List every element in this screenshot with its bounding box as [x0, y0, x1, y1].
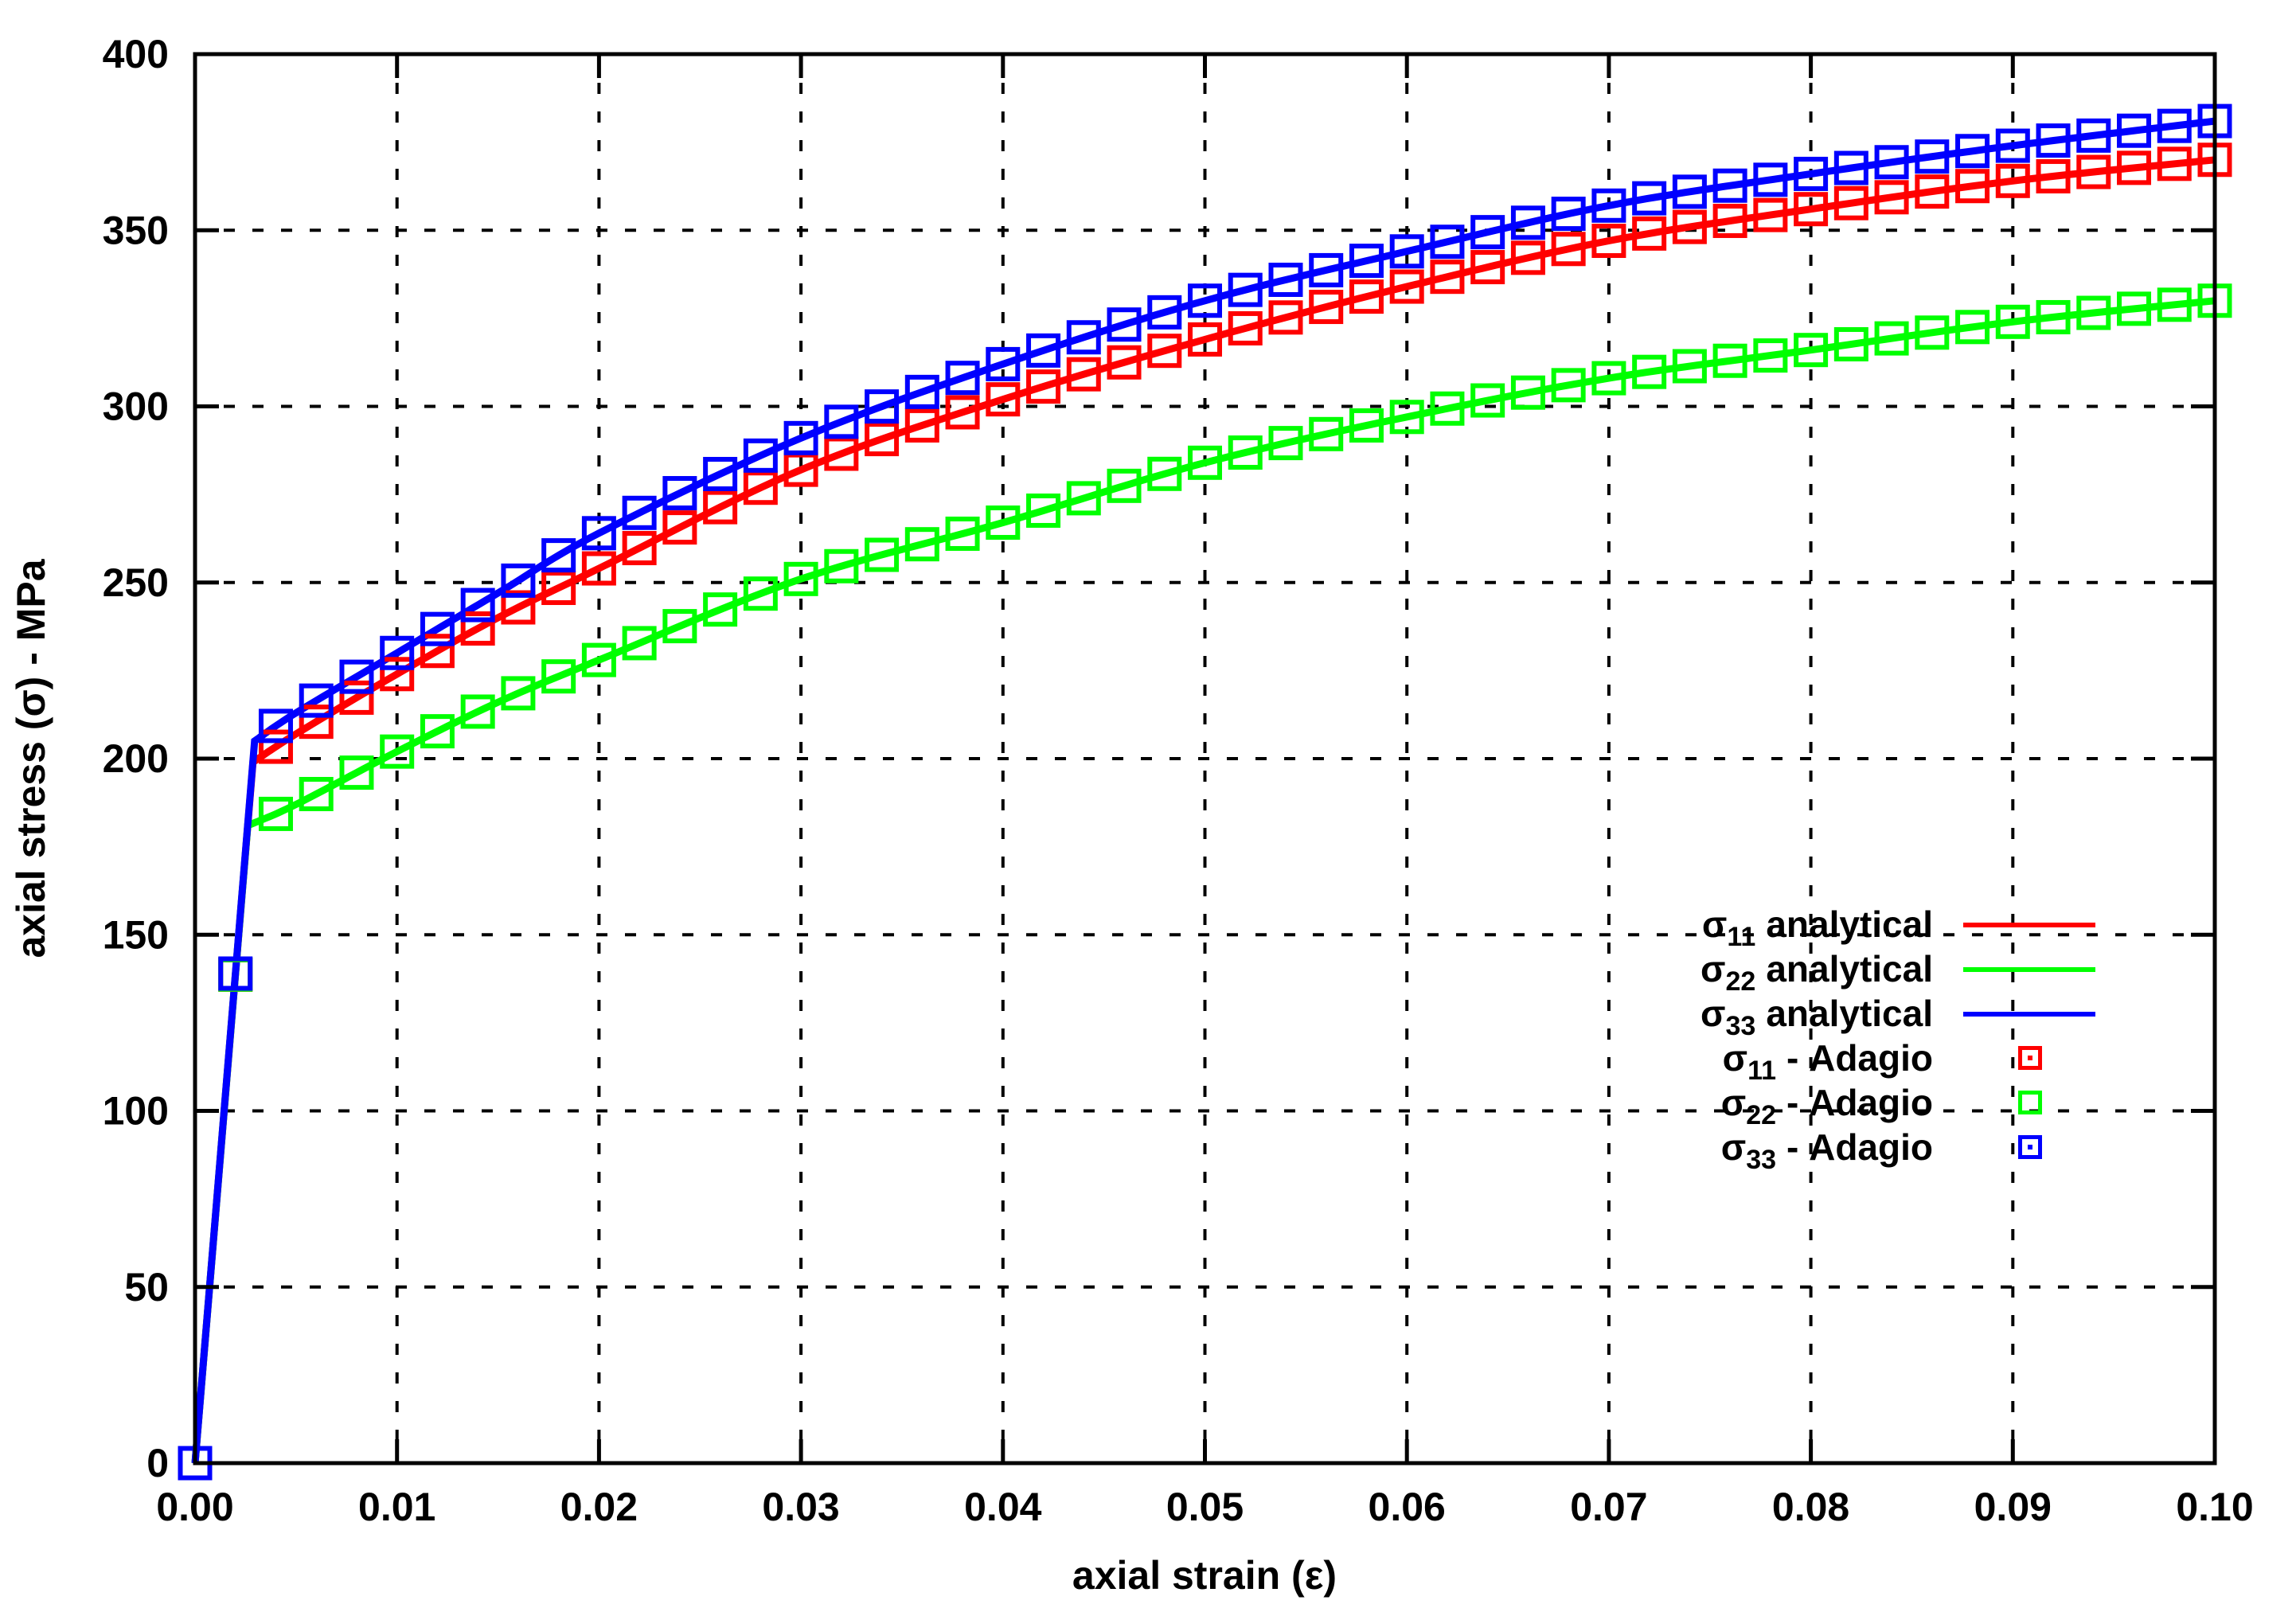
- x-tick-label: 0.04: [964, 1485, 1042, 1529]
- grid-lines: [195, 54, 2215, 1463]
- legend-label: σ22- Adagio: [1720, 1082, 1933, 1130]
- legend-line-swatch-green: [1963, 967, 2095, 972]
- x-tick-label: 0.08: [1772, 1485, 1849, 1529]
- plot-frame: [193, 52, 2217, 1466]
- x-tick-label: 0.07: [1570, 1485, 1647, 1529]
- x-tick-label: 0.09: [1974, 1485, 2052, 1529]
- legend-entry-sigma11-adagio: σ11- Adagio: [1481, 1036, 2118, 1086]
- y-axis-title: axial stress (σ) - MPa: [9, 558, 53, 958]
- legend-marker-swatch-blue: [2018, 1135, 2042, 1159]
- x-tick-label: 0.06: [1369, 1485, 1446, 1529]
- marker-center-dot: [2028, 1145, 2032, 1149]
- y-tick-label: 50: [124, 1265, 169, 1309]
- markers-σ11---Adagio: [178, 142, 2232, 1481]
- legend-label: σ11 analytical: [1701, 904, 1933, 952]
- x-tick-label: 0.02: [560, 1485, 638, 1529]
- analytical-curves: [191, 117, 2216, 1464]
- marker-center-dot: [2028, 1056, 2032, 1060]
- legend-entry-sigma22-analytical: σ22 analytical: [1481, 946, 2118, 997]
- legend-line-swatch-red: [1963, 923, 2095, 927]
- legend-entry-sigma33-analytical: σ33 analytical: [1481, 991, 2118, 1041]
- legend-label: σ33- Adagio: [1720, 1126, 1933, 1175]
- curve-σ11-analytical: [191, 156, 2216, 1464]
- legend-label: σ11- Adagio: [1722, 1037, 1933, 1086]
- x-tick-label: 0.05: [1166, 1485, 1244, 1529]
- y-tick-label: 200: [103, 736, 169, 781]
- markers-σ22---Adagio: [178, 283, 2232, 1481]
- legend-entry-sigma33-adagio: σ33- Adagio: [1481, 1125, 2118, 1175]
- adagio-markers: [178, 103, 2232, 1481]
- y-tick-label: 250: [103, 560, 169, 605]
- y-tick-label: 350: [103, 208, 169, 252]
- y-tick-label: 0: [146, 1441, 169, 1485]
- y-tick-label: 400: [103, 32, 169, 76]
- legend-line-swatch-blue: [1963, 1012, 2095, 1017]
- tick-labels: 0.00 0.01 0.02 0.03 0.04 0.05 0.06 0.07 0.08 0.09…: [103, 32, 2254, 1529]
- curve-σ33-analytical: [191, 117, 2216, 1464]
- y-tick-label: 300: [103, 384, 169, 429]
- legend-label: σ33 analytical: [1701, 993, 1933, 1041]
- legend-label: σ22 analytical: [1701, 948, 1933, 997]
- x-axis-title: axial strain (ε): [1072, 1553, 1337, 1598]
- x-tick-label: 0.03: [762, 1485, 839, 1529]
- y-tick-label: 150: [103, 912, 169, 957]
- x-tick-label: 0.00: [156, 1485, 233, 1529]
- legend-marker-swatch-red: [2018, 1046, 2042, 1070]
- x-tick-label: 0.10: [2176, 1485, 2253, 1529]
- y-tick-label: 100: [103, 1089, 169, 1134]
- legend-entry-sigma11-analytical: σ11 analytical: [1481, 902, 2118, 952]
- curve-σ22-analytical: [191, 297, 2216, 1464]
- x-tick-label: 0.01: [358, 1485, 435, 1529]
- legend-entry-sigma22-adagio: σ22- Adagio: [1481, 1080, 2118, 1130]
- legend-marker-swatch-green: [2018, 1091, 2042, 1114]
- markers-σ33---Adagio: [178, 103, 2232, 1481]
